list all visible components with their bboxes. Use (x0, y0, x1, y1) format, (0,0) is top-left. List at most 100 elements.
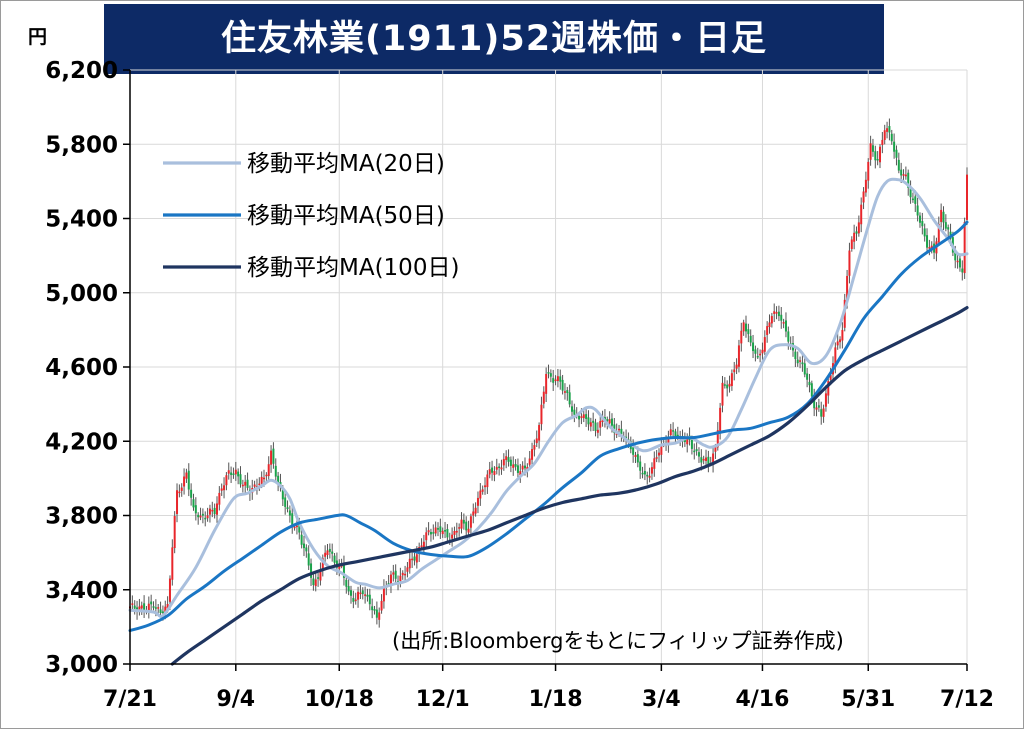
candle-down (726, 384, 729, 389)
candle (481, 485, 484, 495)
candle (728, 375, 731, 393)
candle-up (589, 422, 592, 427)
candle-down (806, 373, 809, 380)
candle-down (375, 609, 378, 618)
candle-up (138, 606, 141, 612)
candle (963, 217, 966, 279)
candle (620, 420, 623, 442)
x-tick-label: 1/18 (529, 687, 583, 712)
candle-down (239, 474, 242, 485)
candle-down (911, 198, 914, 201)
candle-down (810, 383, 813, 397)
candle (350, 585, 353, 604)
candle (784, 312, 787, 338)
candle (733, 361, 736, 381)
candle (446, 524, 449, 544)
candle-up (928, 247, 931, 249)
candle (587, 410, 590, 431)
x-tick-label: 7/12 (940, 687, 994, 712)
candle (747, 323, 750, 343)
candle (514, 459, 517, 471)
candle (650, 462, 653, 480)
candle (326, 543, 329, 560)
candle-up (686, 437, 689, 445)
candle-down (274, 465, 277, 477)
candle (512, 456, 515, 476)
candle (744, 315, 747, 338)
candle-up (422, 541, 425, 548)
candle-up (864, 179, 867, 193)
candle (267, 456, 270, 482)
candle-up (879, 146, 882, 163)
candle-up (208, 508, 211, 515)
candle-down (594, 422, 597, 431)
candle (556, 368, 559, 388)
candle (531, 442, 534, 468)
candle (653, 451, 656, 477)
candle (199, 507, 202, 521)
candle-down (944, 222, 947, 229)
candle (897, 152, 900, 174)
candle (545, 367, 548, 403)
candle-down (585, 414, 588, 419)
x-tick-label: 12/1 (416, 687, 470, 712)
x-tick-label: 9/4 (216, 687, 255, 712)
candle (331, 543, 334, 562)
candle-down (707, 456, 710, 465)
candle-up (839, 339, 842, 343)
candle-down (462, 519, 465, 524)
candle-down (361, 590, 364, 595)
candle-down (549, 373, 552, 377)
ma20-line (128, 177, 969, 618)
candle (660, 437, 663, 463)
candle-down (204, 517, 207, 520)
candle-up (648, 475, 651, 478)
candle (568, 384, 571, 408)
candle (801, 354, 804, 372)
candle-up (411, 558, 414, 561)
candle-down (566, 390, 569, 394)
candle-up (258, 483, 261, 486)
candle (658, 448, 661, 463)
candle-up (469, 516, 472, 528)
candle (763, 330, 766, 355)
candle-up (324, 552, 327, 557)
candle-down (439, 526, 442, 533)
candle (406, 561, 409, 578)
candle (860, 197, 863, 233)
candle (756, 347, 759, 359)
candle (533, 439, 536, 457)
candle-up (827, 381, 830, 396)
candle-up (761, 349, 764, 354)
candle-down (632, 447, 635, 455)
candle (230, 466, 233, 484)
candle (712, 445, 715, 473)
candle (895, 145, 898, 166)
candle (862, 187, 865, 210)
candle (220, 483, 223, 496)
candle-up (244, 481, 247, 486)
candle (375, 601, 378, 625)
candle (923, 223, 926, 242)
candle-up (406, 567, 409, 572)
candle-up (860, 204, 863, 225)
candle (333, 553, 336, 566)
candle-up (822, 408, 825, 417)
candle-down (888, 126, 891, 133)
ma100-line (170, 306, 969, 666)
candle-up (836, 341, 839, 346)
candle (505, 450, 508, 469)
candle (488, 461, 491, 479)
candle (272, 442, 275, 469)
candle (839, 336, 842, 349)
candle-down (246, 479, 249, 488)
candle (780, 307, 783, 329)
candle (394, 564, 397, 583)
candle-up (392, 572, 395, 575)
legend-label-ma50-line: 移動平均MA(50日) (247, 203, 445, 229)
candle-down (747, 329, 750, 335)
candle-up (382, 586, 385, 602)
candle-up (472, 511, 475, 516)
candle-up (658, 452, 661, 456)
candle-down (693, 450, 696, 453)
